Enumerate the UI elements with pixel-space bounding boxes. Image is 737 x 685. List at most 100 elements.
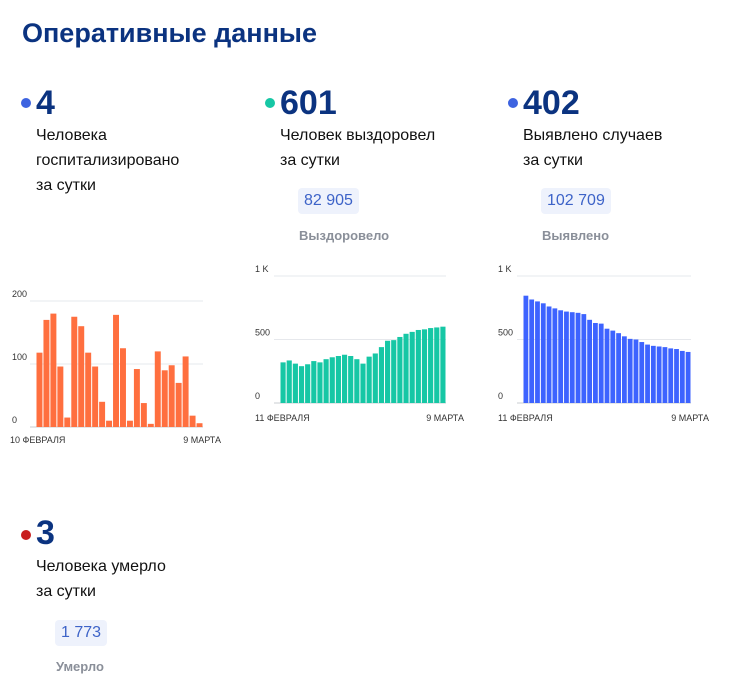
- recovered-bar[interactable]: [329, 357, 335, 403]
- detected-bar[interactable]: [627, 338, 633, 403]
- detected-bar[interactable]: [529, 299, 535, 403]
- recovered-desc: Человек выздоровел за сутки: [280, 123, 480, 173]
- hospitalized-bar[interactable]: [133, 369, 140, 427]
- hospitalized-bar[interactable]: [182, 356, 189, 427]
- recovered-bar[interactable]: [341, 354, 348, 403]
- detected-bar[interactable]: [668, 348, 674, 403]
- recovered-bar[interactable]: [292, 363, 298, 403]
- recovered-bar[interactable]: [378, 347, 385, 403]
- detected-bar[interactable]: [575, 312, 581, 403]
- recovered-x-end-label: 9 МАРТА: [426, 413, 464, 423]
- recovered-bar[interactable]: [348, 356, 354, 403]
- recovered-bar[interactable]: [305, 364, 311, 403]
- detected-bar[interactable]: [593, 322, 598, 403]
- recovered-bar[interactable]: [280, 362, 286, 403]
- detected-bar[interactable]: [616, 333, 621, 403]
- hospitalized-desc: Человека госпитализировано за сутки: [36, 123, 236, 198]
- detected-bar[interactable]: [621, 336, 627, 403]
- detected-bar[interactable]: [604, 328, 610, 403]
- hospitalized-bar[interactable]: [113, 314, 119, 427]
- recovered-bar[interactable]: [360, 363, 366, 403]
- hospitalized-dot: [21, 98, 31, 108]
- recovered-bar[interactable]: [391, 340, 397, 403]
- deaths-desc: Человека умерло за сутки: [36, 554, 236, 604]
- recovered-bar[interactable]: [372, 353, 378, 403]
- detected-bar[interactable]: [656, 346, 662, 403]
- detected-bar[interactable]: [633, 339, 639, 404]
- recovered-bar[interactable]: [354, 359, 360, 403]
- recovered-bar[interactable]: [317, 362, 323, 403]
- hospitalized-bar[interactable]: [92, 366, 99, 427]
- recovered-bar[interactable]: [428, 328, 434, 403]
- hospitalized-bar[interactable]: [78, 326, 85, 427]
- recovered-x-start-label: 11 ФЕВРАЛЯ: [255, 413, 310, 423]
- recovered-bar[interactable]: [440, 326, 446, 403]
- recovered-bar[interactable]: [366, 356, 372, 403]
- hospitalized-bar[interactable]: [120, 348, 126, 427]
- recovered-bar[interactable]: [323, 359, 329, 403]
- hospitalized-bar[interactable]: [43, 319, 50, 427]
- detected-bar[interactable]: [552, 308, 558, 403]
- detected-bar[interactable]: [679, 350, 685, 403]
- hospitalized-bar[interactable]: [140, 403, 147, 427]
- recovered-bar[interactable]: [415, 329, 421, 403]
- deaths-number: 3: [36, 514, 55, 552]
- deaths-total-badge: 1 773: [55, 620, 108, 646]
- detected-bar[interactable]: [674, 349, 679, 403]
- detected-bar[interactable]: [535, 301, 540, 403]
- recovered-y-tick-label: 500: [255, 328, 270, 338]
- detected-bar[interactable]: [662, 347, 668, 403]
- hospitalized-bar[interactable]: [147, 423, 154, 427]
- recovered-bar[interactable]: [335, 356, 341, 403]
- hospitalized-bar[interactable]: [196, 423, 203, 427]
- hospitalized-bar[interactable]: [154, 351, 161, 427]
- detected-bar[interactable]: [523, 295, 529, 403]
- hospitalized-number: 4: [36, 84, 55, 122]
- hospitalized-bar[interactable]: [50, 313, 57, 427]
- recovered-bar[interactable]: [421, 329, 428, 403]
- detected-bar[interactable]: [540, 303, 546, 403]
- hospitalized-bar[interactable]: [64, 417, 71, 427]
- recovered-bar[interactable]: [298, 366, 305, 403]
- hospitalized-bar[interactable]: [71, 316, 78, 427]
- hospitalized-bar[interactable]: [57, 366, 64, 427]
- detected-bar[interactable]: [598, 323, 604, 403]
- detected-total-badge: 102 709: [541, 188, 611, 214]
- hospitalized-bar[interactable]: [189, 415, 196, 427]
- recovered-bar[interactable]: [385, 340, 391, 403]
- detected-desc-line-2: за сутки: [523, 152, 583, 169]
- detected-bar[interactable]: [639, 342, 645, 403]
- hospitalized-bar[interactable]: [161, 370, 168, 427]
- hospitalized-bar[interactable]: [175, 382, 182, 427]
- hospitalized-x-start-label: 10 ФЕВРАЛЯ: [10, 435, 65, 445]
- hospitalized-y-tick-label: 100: [12, 352, 27, 362]
- recovered-bar[interactable]: [286, 360, 292, 403]
- detected-bar[interactable]: [610, 330, 616, 403]
- detected-bar[interactable]: [645, 344, 650, 403]
- detected-bar[interactable]: [685, 351, 691, 403]
- detected-bar[interactable]: [558, 310, 564, 403]
- hospitalized-bar[interactable]: [106, 420, 113, 427]
- detected-bar[interactable]: [650, 345, 656, 403]
- recovered-bar[interactable]: [403, 333, 409, 403]
- hospitalized-bar[interactable]: [85, 352, 92, 427]
- detected-bar[interactable]: [564, 311, 569, 403]
- detected-bar[interactable]: [569, 312, 575, 403]
- recovered-bar[interactable]: [409, 331, 415, 403]
- recovered-bar[interactable]: [397, 336, 403, 403]
- hospitalized-bar[interactable]: [168, 365, 175, 427]
- recovered-bar[interactable]: [434, 327, 440, 403]
- detected-bar[interactable]: [587, 319, 593, 403]
- hospitalized-bar[interactable]: [36, 352, 43, 427]
- detected-bar[interactable]: [546, 306, 552, 403]
- detected-total-label: Выявлено: [542, 228, 610, 243]
- detected-bar[interactable]: [581, 314, 587, 403]
- page-title: Оперативные данные: [22, 18, 317, 48]
- deaths-total-label: Умерло: [56, 659, 104, 674]
- recovered-bar[interactable]: [311, 361, 317, 403]
- hospitalized-bar[interactable]: [126, 420, 133, 427]
- recovered-y-tick-label: 1 K: [255, 264, 269, 274]
- hospitalized-bar[interactable]: [99, 401, 106, 427]
- recovered-desc-line-1: Человек выздоровел: [280, 127, 436, 144]
- recovered-y-tick-label: 0: [255, 391, 260, 401]
